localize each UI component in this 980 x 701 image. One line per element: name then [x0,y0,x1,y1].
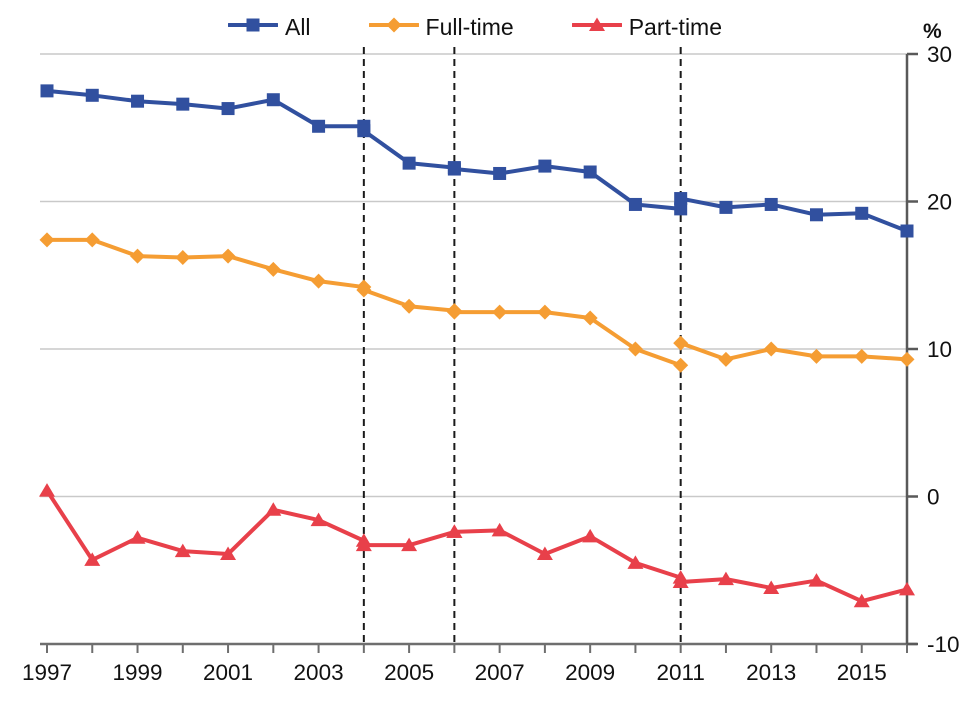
x-tick-label-1997: 1997 [22,660,72,685]
chart-legend: All Full-time Part-time [0,14,950,41]
full-time-series-diamond-icon [367,16,420,39]
y-tick-label-30: 30 [927,42,952,67]
y-tick-label--10: -10 [927,632,960,657]
legend-item-part-time: Part-time [570,14,723,41]
x-tick-label-2013: 2013 [746,660,796,685]
series-full-time [39,232,915,373]
x-axis-tick-labels: 1997 1999 2001 2003 2005 2007 2009 2011 2013 2015 [22,660,887,685]
legend-item-full-time: Full-time [367,14,514,41]
legend-item-all: All [226,14,311,41]
series-all [40,84,914,238]
x-tick-label-2011: 2011 [656,660,704,685]
y-tick-label-10: 10 [927,337,952,362]
x-tick-label-2003: 2003 [294,660,344,685]
all-series-square-icon [226,16,279,39]
y-tick-label-20: 20 [927,190,952,215]
x-tick-label-2007: 2007 [475,660,525,685]
y-axis-unit-label: % [923,20,942,43]
x-tick-label-1999: 1999 [112,660,162,685]
x-tick-label-2009: 2009 [565,660,615,685]
x-tick-label-2001: 2001 [203,660,253,685]
part-time-series-triangle-icon [570,16,623,39]
legend-label-all: All [284,14,311,40]
y-axis-tick-labels: 30 20 10 0 -10 [927,42,960,657]
x-tick-label-2005: 2005 [384,660,434,685]
series-part-time [39,483,915,608]
legend-label-full-time: Full-time [425,14,514,40]
gridlines [40,53,907,498]
legend-label-part-time: Part-time [628,14,723,40]
x-tick-label-2015: 2015 [837,660,887,685]
y-tick-label-0: 0 [927,485,940,510]
axes [40,52,918,653]
